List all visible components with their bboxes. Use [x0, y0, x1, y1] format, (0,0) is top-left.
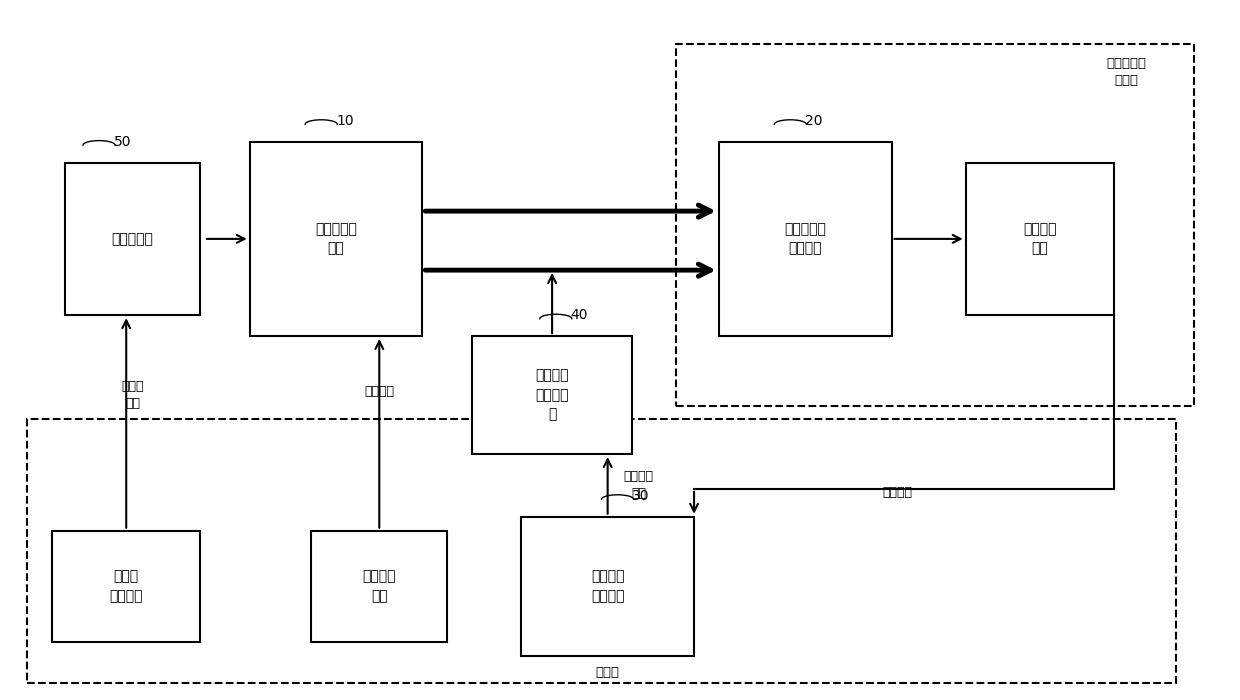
Text: 现场可编程
门阵列: 现场可编程 门阵列 — [1106, 57, 1146, 88]
Text: 可编程时
钟延时模
块: 可编程时 钟延时模 块 — [536, 369, 569, 421]
Text: 射频控制: 射频控制 — [365, 385, 394, 398]
FancyBboxPatch shape — [64, 162, 201, 315]
FancyBboxPatch shape — [472, 336, 632, 454]
Text: 30: 30 — [632, 489, 650, 503]
Text: 多通道数模
采集模块: 多通道数模 采集模块 — [784, 222, 826, 256]
FancyBboxPatch shape — [719, 141, 892, 336]
Text: 20: 20 — [805, 114, 822, 128]
FancyBboxPatch shape — [311, 531, 448, 642]
Text: 多通道射频
模块: 多通道射频 模块 — [315, 222, 357, 256]
Text: 相位校准
控制模块: 相位校准 控制模块 — [591, 569, 625, 603]
Text: 校准源
控制模块: 校准源 控制模块 — [109, 569, 143, 603]
Text: 数据传输
模块: 数据传输 模块 — [1023, 222, 1056, 256]
Text: 40: 40 — [570, 308, 588, 322]
Text: 时钟延时
控制: 时钟延时 控制 — [624, 470, 653, 500]
Text: 上位机: 上位机 — [595, 666, 620, 680]
FancyBboxPatch shape — [27, 419, 1176, 683]
Text: 校准源
控制: 校准源 控制 — [122, 380, 144, 410]
Text: 50: 50 — [114, 134, 131, 148]
Text: 数据传输: 数据传输 — [883, 486, 913, 499]
FancyBboxPatch shape — [52, 531, 201, 642]
FancyBboxPatch shape — [521, 517, 694, 656]
FancyBboxPatch shape — [249, 141, 423, 336]
FancyBboxPatch shape — [676, 44, 1194, 405]
Text: 射频控制
模块: 射频控制 模块 — [362, 569, 396, 603]
Text: 10: 10 — [336, 114, 353, 128]
FancyBboxPatch shape — [966, 162, 1114, 315]
Text: 校准源模块: 校准源模块 — [112, 232, 154, 246]
